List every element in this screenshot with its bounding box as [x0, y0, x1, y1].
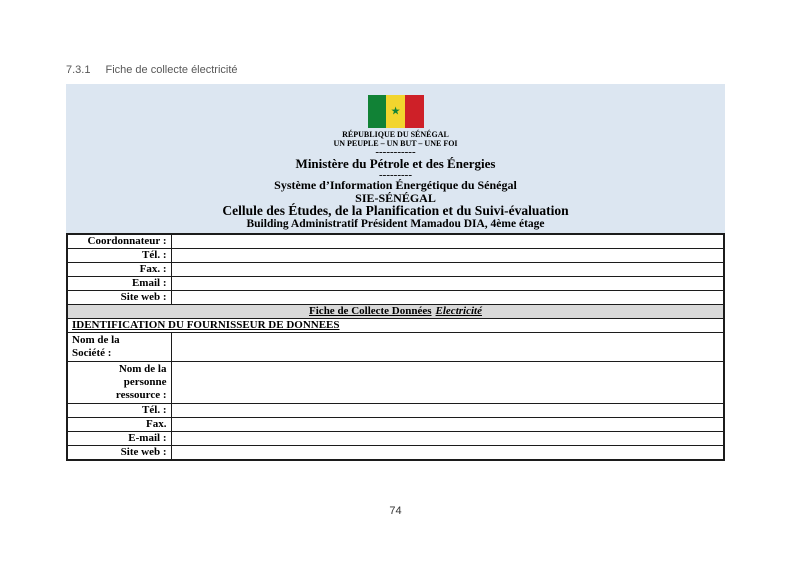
form-title-prefix: Fiche de Collecte Données	[309, 305, 432, 318]
table-row: Fax.	[66, 417, 725, 432]
coordonnateur-field[interactable]	[170, 233, 725, 249]
motto-line: UN PEUPLE – UN BUT – UNE FOI	[333, 139, 458, 148]
personne-ressource-field[interactable]	[170, 361, 725, 404]
table-row: Site web :	[66, 445, 725, 461]
section-number: 7.3.1	[66, 64, 91, 76]
flag-red-stripe	[404, 95, 424, 128]
societe-field[interactable]	[170, 332, 725, 362]
table-row: Coordonnateur :	[66, 233, 725, 249]
tel2-field[interactable]	[170, 403, 725, 418]
separator-line: -----------	[375, 146, 416, 158]
siteweb2-label: Site web :	[66, 445, 172, 461]
fax2-field[interactable]	[170, 417, 725, 432]
fax-label: Fax. :	[66, 262, 172, 277]
republic-line: RÉPUBLIQUE DU SÉNÉGAL	[342, 130, 449, 139]
section-heading: 7.3.1 Fiche de collecte électricité	[66, 64, 238, 76]
form-title-emphasis: Electricité	[435, 305, 482, 318]
cellule-line: Cellule des Études, de la Planification …	[222, 203, 569, 218]
email2-label: E-mail :	[66, 431, 172, 446]
siteweb2-field[interactable]	[170, 445, 725, 461]
siteweb-label: Site web :	[66, 290, 172, 305]
personne-ressource-label: Nom de la personne ressource :	[66, 361, 172, 404]
identification-header-row: IDENTIFICATION DU FOURNISSEUR DE DONNEES	[66, 318, 725, 333]
flag-star-icon: ★	[390, 104, 401, 117]
page-number: 74	[389, 505, 402, 517]
siteweb-field[interactable]	[170, 290, 725, 305]
societe-label: Nom de la Société :	[66, 332, 172, 362]
system-line: Système d’Information Énergétique du Sén…	[274, 178, 517, 192]
email-field[interactable]	[170, 276, 725, 291]
flag-green-stripe	[367, 95, 387, 128]
letterhead: ★ RÉPUBLIQUE DU SÉNÉGAL UN PEUPLE – UN B…	[66, 84, 725, 233]
fax-field[interactable]	[170, 262, 725, 277]
tel2-label: Tél. :	[66, 403, 172, 418]
form-title-row: Fiche de Collecte Données Electricité	[66, 304, 725, 319]
table-row: Email :	[66, 276, 725, 291]
form-title-cell: Fiche de Collecte Données Electricité	[66, 304, 725, 319]
tel-field[interactable]	[170, 248, 725, 263]
table-row: Tél. :	[66, 403, 725, 418]
section-title: Fiche de collecte électricité	[105, 64, 238, 76]
table-row: Fax. :	[66, 262, 725, 277]
fax2-label: Fax.	[66, 417, 172, 432]
email2-field[interactable]	[170, 431, 725, 446]
sie-line: SIE-SÉNÉGAL	[355, 190, 436, 205]
collection-form-table: Coordonnateur : Tél. : Fax. : Email : Si…	[66, 233, 725, 461]
coordonnateur-label: Coordonnateur :	[66, 233, 172, 249]
email-label: Email :	[66, 276, 172, 291]
ministry-line: Ministère du Pétrole et des Énergies	[295, 156, 496, 171]
table-row: E-mail :	[66, 431, 725, 446]
table-row: Tél. :	[66, 248, 725, 263]
building-line: Building Administratif Président Mamadou…	[246, 218, 545, 230]
flag-yellow-stripe: ★	[386, 95, 405, 128]
table-row: Site web :	[66, 290, 725, 305]
identification-header: IDENTIFICATION DU FOURNISSEUR DE DONNEES	[66, 318, 725, 333]
senegal-flag-icon: ★	[367, 95, 424, 128]
tel-label: Tél. :	[66, 248, 172, 263]
table-row: Nom de la personne ressource :	[66, 361, 725, 404]
separator-line: ---------	[379, 169, 412, 181]
table-row: Nom de la Société :	[66, 332, 725, 362]
